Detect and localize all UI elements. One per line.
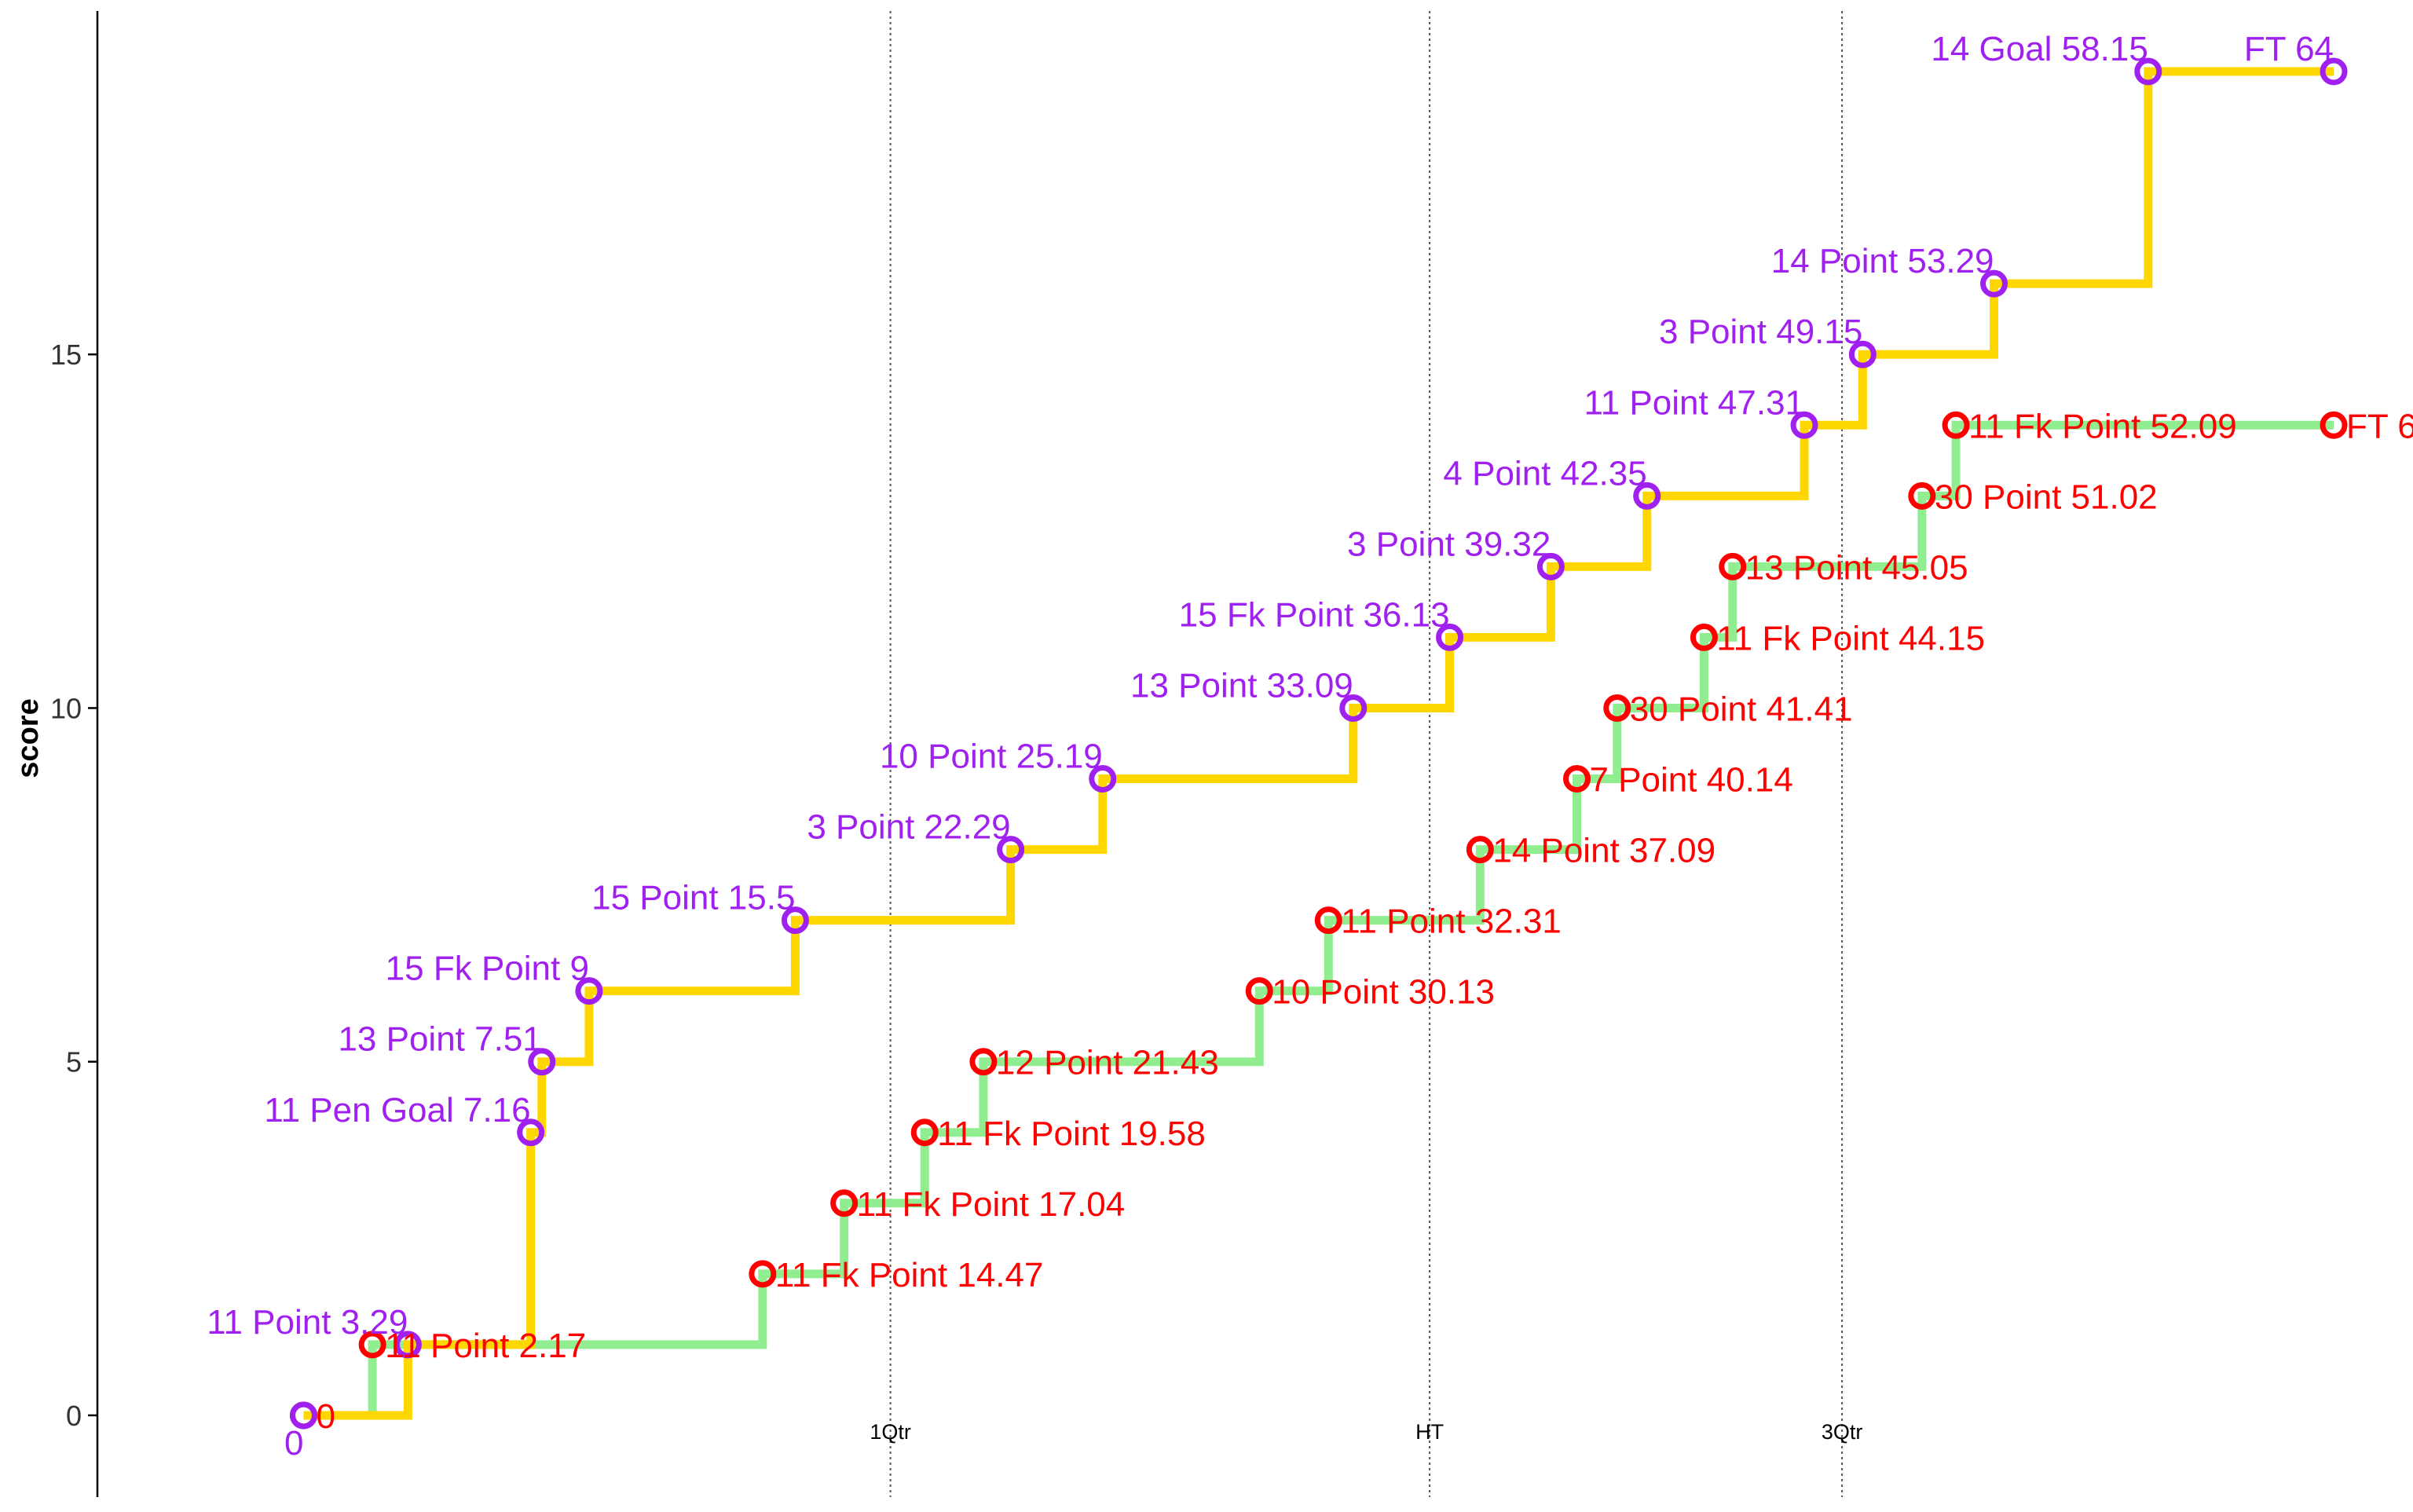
team-a-step-line <box>303 67 2334 1420</box>
team-a-point <box>997 836 1025 864</box>
team-b-point-label: 11 Point 2.17 <box>385 1327 586 1365</box>
team-a-point <box>2134 57 2162 86</box>
team-b-point <box>830 1189 859 1217</box>
team-b-step-line <box>303 420 2334 1420</box>
team-a-point <box>1848 340 1877 368</box>
team-b-point <box>1562 765 1591 793</box>
team-a-point-label: 14 Goal 58.15 <box>1931 30 2148 68</box>
y-tick-label: 0 <box>66 1400 82 1432</box>
team-b-point-label: 30 Point 41.41 <box>1630 690 1853 728</box>
team-b-point <box>1908 481 1936 510</box>
team-b-point-label: 11 Fk Point 44.15 <box>1716 619 1985 657</box>
quarter-label: 1Qtr <box>870 1420 911 1444</box>
team-b-point-label: 13 Point 45.05 <box>1745 548 1968 587</box>
team-a-point-label: 13 Point 33.09 <box>1130 666 1353 705</box>
y-tick-label: 10 <box>50 692 82 724</box>
quarter-markers: 1QtrHT3QtrFT <box>870 11 1863 1497</box>
team-a-point-label: 3 Point 49.15 <box>1659 313 1862 351</box>
team-b-point-label: 11 Fk Point 17.04 <box>857 1185 1126 1224</box>
team-b-point <box>1690 623 1718 651</box>
team-b-point <box>969 1048 998 1076</box>
team-b-point-label: 10 Point 30.13 <box>1272 973 1495 1012</box>
team-a-point <box>528 1048 556 1076</box>
team-a-point <box>1089 765 1117 793</box>
point-labels: 0 11 Point 2.17 11 Fk Point 14.47 11 Fk Poi… <box>207 30 2413 1463</box>
team-b-point-label: 11 Fk Point 52.09 <box>1968 407 2237 445</box>
team-a-point <box>1790 411 1818 439</box>
team-b-point-label: 11 Fk Point 19.58 <box>937 1115 1206 1153</box>
team-a-point-label: 15 Fk Point 36.13 <box>1179 595 1450 634</box>
team-a-point-label: 11 Pen Goal 7.16 <box>264 1091 530 1129</box>
team-b-point-label: 14 Point 37.09 <box>1492 832 1715 870</box>
team-a-point <box>1436 623 1464 651</box>
team-a-point <box>2320 57 2348 86</box>
team-a-point-label: 15 Point 15.5 <box>591 879 795 917</box>
team-b-point <box>1245 977 1273 1005</box>
team-a-point-label: 13 Point 7.51 <box>338 1020 541 1059</box>
team-a-point-label: FT 64 <box>2244 30 2334 68</box>
team-a-point <box>1536 552 1565 580</box>
team-a-point-label: 3 Point 39.32 <box>1347 525 1551 563</box>
team-b-point-label: FT 64 <box>2346 407 2413 445</box>
series-points <box>289 57 2348 1430</box>
quarter-label: 3Qtr <box>1822 1420 1863 1444</box>
team-a-point <box>1980 269 2008 298</box>
team-b-point-label: 30 Point 51.02 <box>1935 478 2158 516</box>
team-a-point-label: 11 Point 47.31 <box>1584 383 1805 422</box>
team-b-point <box>1314 906 1342 935</box>
series-step-lines <box>303 67 2334 1420</box>
team-b-point <box>1942 411 1970 439</box>
team-a-point <box>394 1331 422 1359</box>
y-axis: 0 5 10 15 <box>50 11 99 1497</box>
team-a-point-label: 4 Point 42.35 <box>1443 454 1646 492</box>
team-b-point-label: 7 Point 40.14 <box>1589 761 1792 800</box>
team-a-point <box>289 1401 317 1430</box>
team-b-point <box>749 1260 777 1288</box>
team-b-point <box>2320 411 2348 439</box>
team-a-point-label: 15 Fk Point 9 <box>386 950 589 988</box>
team-a-point-label: 3 Point 22.29 <box>807 808 1010 847</box>
y-tick-label: 5 <box>66 1046 82 1078</box>
team-a-point <box>575 977 603 1005</box>
quarter-label: HT <box>1415 1420 1444 1444</box>
team-a-point <box>781 906 809 935</box>
team-b-point <box>1603 694 1631 722</box>
team-b-point <box>1466 836 1494 864</box>
team-b-point-label: 11 Fk Point 14.47 <box>775 1256 1044 1294</box>
team-a-point <box>1339 694 1368 722</box>
team-a-point <box>1633 481 1661 510</box>
team-b-point-label: 11 Point 32.31 <box>1341 902 1562 941</box>
team-a-point-label: 0 <box>284 1424 303 1463</box>
team-b-point <box>358 1331 386 1359</box>
team-b-point-label: 0 <box>316 1397 335 1436</box>
team-b-point-label: 12 Point 21.43 <box>996 1044 1219 1082</box>
team-a-point-label: 10 Point 25.19 <box>880 738 1103 776</box>
team-a-point-label: 14 Point 53.29 <box>1771 242 1994 280</box>
y-axis-title: score <box>12 698 45 778</box>
team-b-point <box>910 1118 939 1147</box>
y-tick-label: 15 <box>50 339 82 371</box>
team-a-point <box>517 1118 545 1147</box>
team-b-point <box>1719 552 1747 580</box>
team-a-point-label: 11 Point 3.29 <box>207 1303 408 1342</box>
